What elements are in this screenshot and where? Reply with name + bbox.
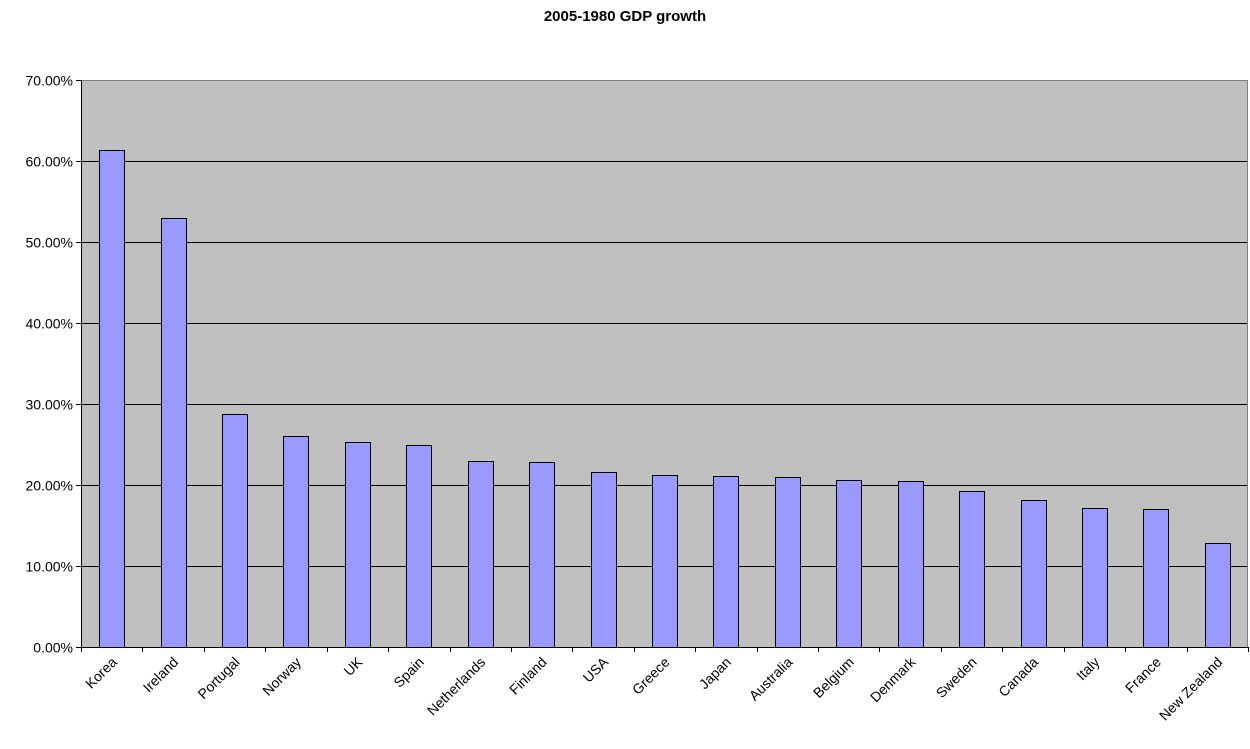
y-tick-label: 10.00% xyxy=(26,559,73,575)
y-tick-label: 70.00% xyxy=(26,73,73,89)
x-tick-label: Japan xyxy=(696,654,734,692)
bar-norway xyxy=(283,436,309,648)
bar-belgium xyxy=(836,480,862,648)
x-tick-label: Ireland xyxy=(140,654,182,696)
x-tick-label: Greece xyxy=(629,654,673,698)
bar-australia xyxy=(775,477,801,648)
x-tick-label: France xyxy=(1122,654,1164,696)
x-tick-label: Canada xyxy=(995,654,1041,700)
x-tick-label: UK xyxy=(340,653,366,679)
x-tick-label: Norway xyxy=(259,654,304,699)
y-tick-label: 60.00% xyxy=(26,154,73,170)
x-tick-label: New Zealand xyxy=(1156,654,1226,724)
bar-spain xyxy=(406,445,432,648)
bar-italy xyxy=(1082,508,1108,648)
bar-france xyxy=(1143,509,1169,648)
bar-canada xyxy=(1021,500,1047,648)
x-tick-label: Korea xyxy=(82,654,120,692)
y-tick-label: 0.00% xyxy=(33,640,73,656)
x-tick-label: Denmark xyxy=(867,653,919,705)
bar-korea xyxy=(99,150,125,648)
x-tick-label: Belgium xyxy=(810,654,857,701)
y-tick-label: 20.00% xyxy=(26,478,73,494)
y-tick-label: 40.00% xyxy=(26,316,73,332)
bar-usa xyxy=(591,472,617,648)
bar-ireland xyxy=(161,218,187,648)
chart-title: 2005-1980 GDP growth xyxy=(543,8,707,25)
x-tick-label: Finland xyxy=(506,654,550,698)
y-tick-label: 30.00% xyxy=(26,397,73,413)
x-tick-label: Portugal xyxy=(194,654,242,702)
bar-finland xyxy=(529,462,555,648)
bar-portugal xyxy=(222,414,248,648)
bar-japan xyxy=(713,476,739,648)
x-tick-label: Sweden xyxy=(933,654,980,701)
bar-sweden xyxy=(959,491,985,648)
bar-greece xyxy=(652,475,678,648)
bar-new-zealand xyxy=(1205,543,1231,648)
x-tick-label: Spain xyxy=(390,654,427,691)
x-tick-label: Italy xyxy=(1073,654,1102,683)
bar-netherlands xyxy=(468,461,494,648)
x-tick-label: Netherlands xyxy=(424,654,489,719)
x-tick-label: USA xyxy=(580,653,612,685)
x-tick-label: Australia xyxy=(746,654,796,704)
bar-uk xyxy=(345,442,371,648)
y-tick-label: 50.00% xyxy=(26,235,73,251)
bar-denmark xyxy=(898,481,924,648)
